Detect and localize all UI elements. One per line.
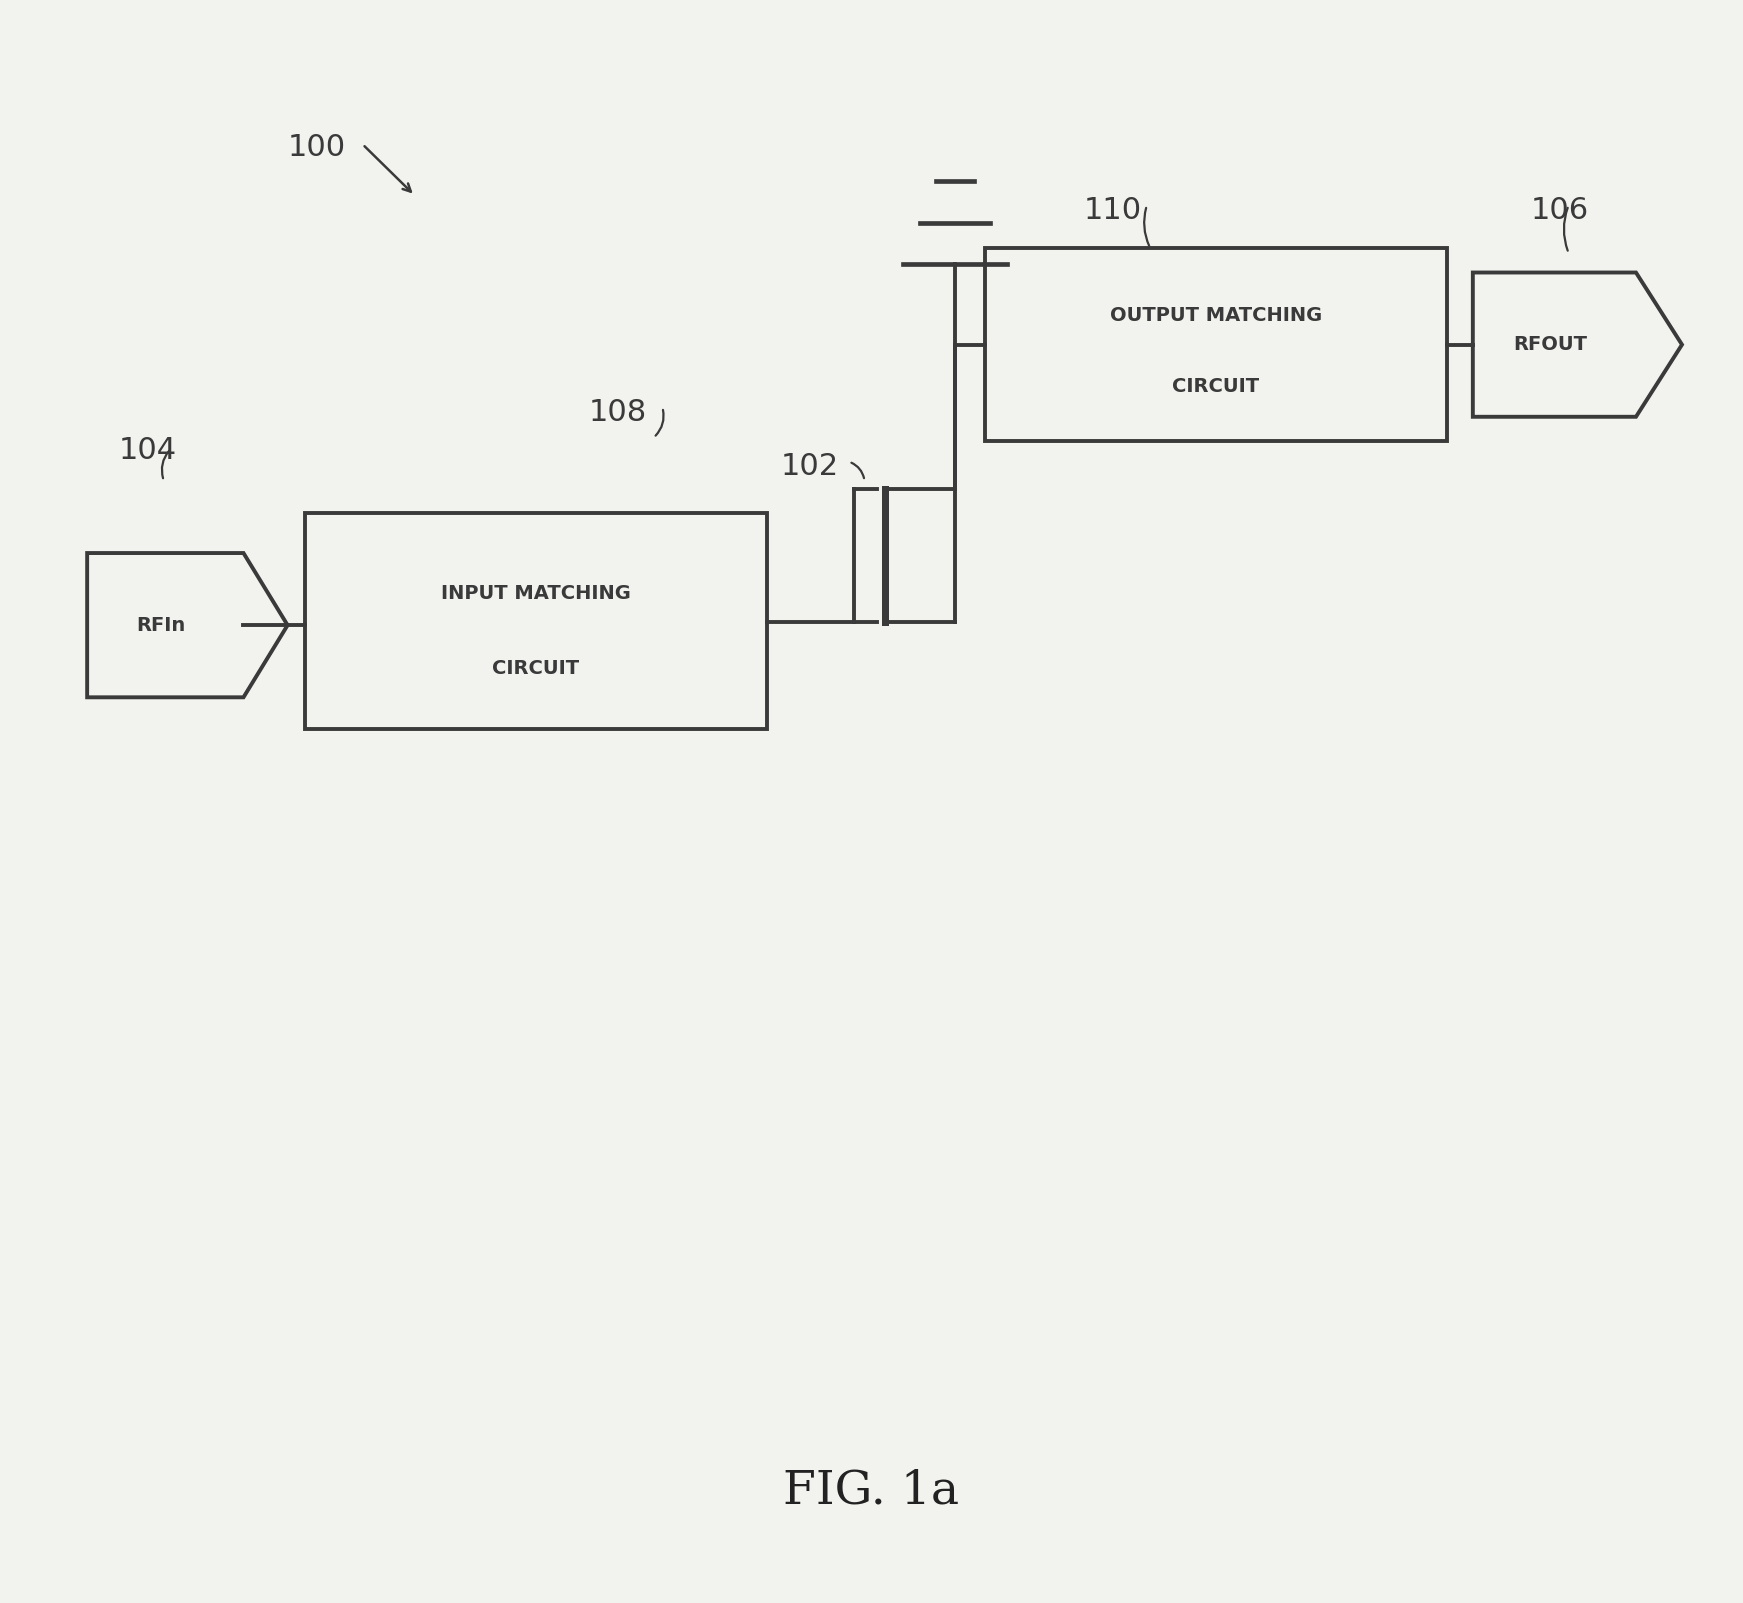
Text: 106: 106: [1530, 196, 1588, 224]
Bar: [985, 248, 1447, 441]
Text: CIRCUIT: CIRCUIT: [493, 659, 579, 678]
Bar: [305, 513, 767, 729]
Text: OUTPUT MATCHING: OUTPUT MATCHING: [1110, 306, 1321, 325]
Text: 100: 100: [288, 133, 345, 162]
Text: 104: 104: [119, 436, 176, 465]
Text: CIRCUIT: CIRCUIT: [1173, 377, 1258, 396]
Polygon shape: [1473, 273, 1682, 417]
Text: FIG. 1a: FIG. 1a: [783, 1468, 960, 1513]
Text: RFOUT: RFOUT: [1513, 335, 1588, 354]
Text: 108: 108: [589, 398, 647, 426]
Text: 110: 110: [1084, 196, 1142, 224]
Polygon shape: [87, 553, 288, 697]
Text: RFIn: RFIn: [136, 616, 187, 635]
Text: INPUT MATCHING: INPUT MATCHING: [441, 583, 631, 603]
Text: 102: 102: [781, 452, 838, 481]
